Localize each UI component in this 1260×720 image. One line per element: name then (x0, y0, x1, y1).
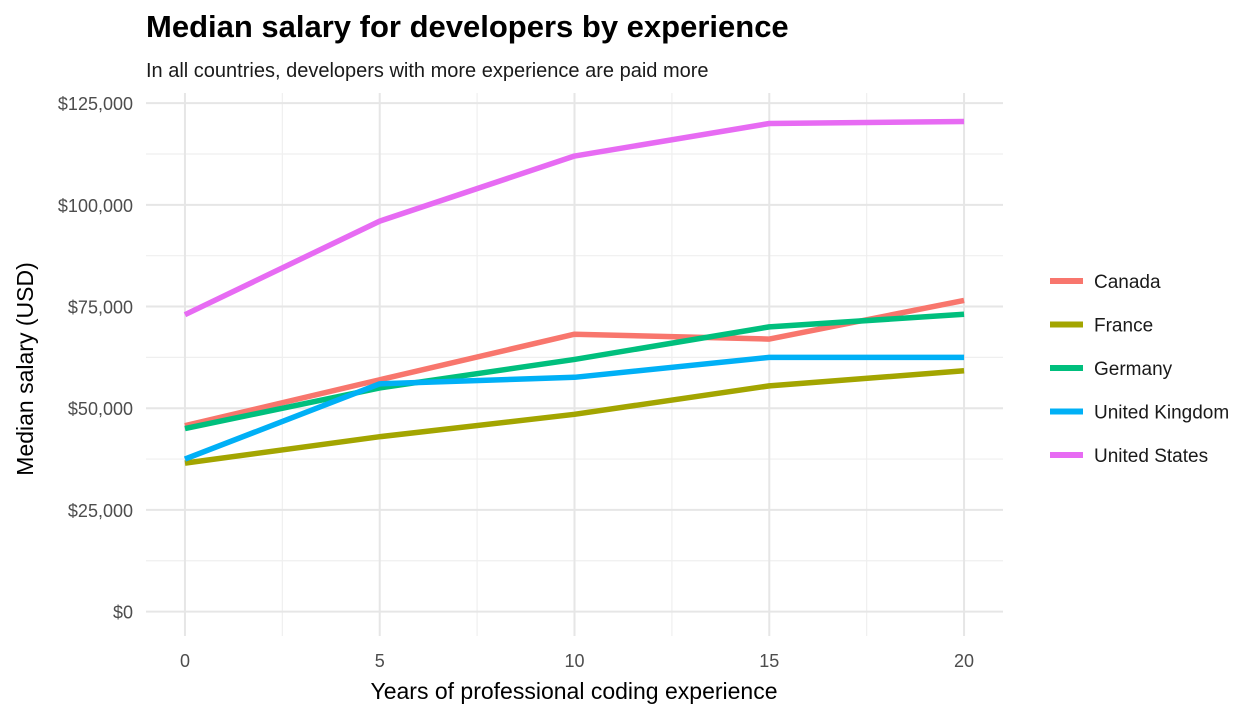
legend-label: United States (1094, 446, 1208, 467)
y-tick-label: $125,000 (58, 94, 133, 114)
legend-label: France (1094, 316, 1153, 337)
legend: Canada France Germany United Kingdom United … (1050, 272, 1229, 467)
series-germany (184, 311, 965, 432)
x-tick-label: 10 (564, 651, 584, 671)
x-tick-label: 0 (180, 651, 190, 671)
x-tick-label: 15 (759, 651, 779, 671)
series-layer (183, 118, 965, 466)
x-tick-label: 20 (954, 651, 974, 671)
y-tick-label: $100,000 (58, 196, 133, 216)
legend-label: Germany (1094, 359, 1173, 380)
series-france (184, 368, 965, 466)
y-tick-label: $0 (113, 603, 133, 623)
chart-subtitle: In all countries, developers with more e… (146, 60, 709, 82)
legend-item-united-kingdom: United Kingdom (1050, 403, 1229, 424)
legend-item-canada: Canada (1050, 272, 1161, 293)
chart-title: Median salary for developers by experien… (146, 9, 789, 44)
y-axis-title: Median salary (USD) (12, 262, 38, 475)
legend-item-united-states: United States (1050, 446, 1208, 467)
legend-item-germany: Germany (1050, 359, 1173, 380)
y-tick-label: $75,000 (68, 298, 133, 318)
legend-label: Canada (1094, 272, 1161, 293)
axis-layer: $0 $25,000 $50,000 $75,000 $100,000 $125,000 0… (58, 94, 974, 671)
series-united-kingdom (183, 354, 965, 462)
x-axis-title: Years of professional coding experience (370, 678, 777, 704)
grid-layer (146, 93, 1003, 636)
legend-item-france: France (1050, 316, 1153, 337)
y-tick-label: $25,000 (68, 501, 133, 521)
series-canada (184, 297, 965, 429)
series-united-states (183, 118, 965, 318)
legend-label: United Kingdom (1094, 403, 1229, 424)
y-tick-label: $50,000 (68, 399, 133, 419)
x-tick-label: 5 (375, 651, 385, 671)
